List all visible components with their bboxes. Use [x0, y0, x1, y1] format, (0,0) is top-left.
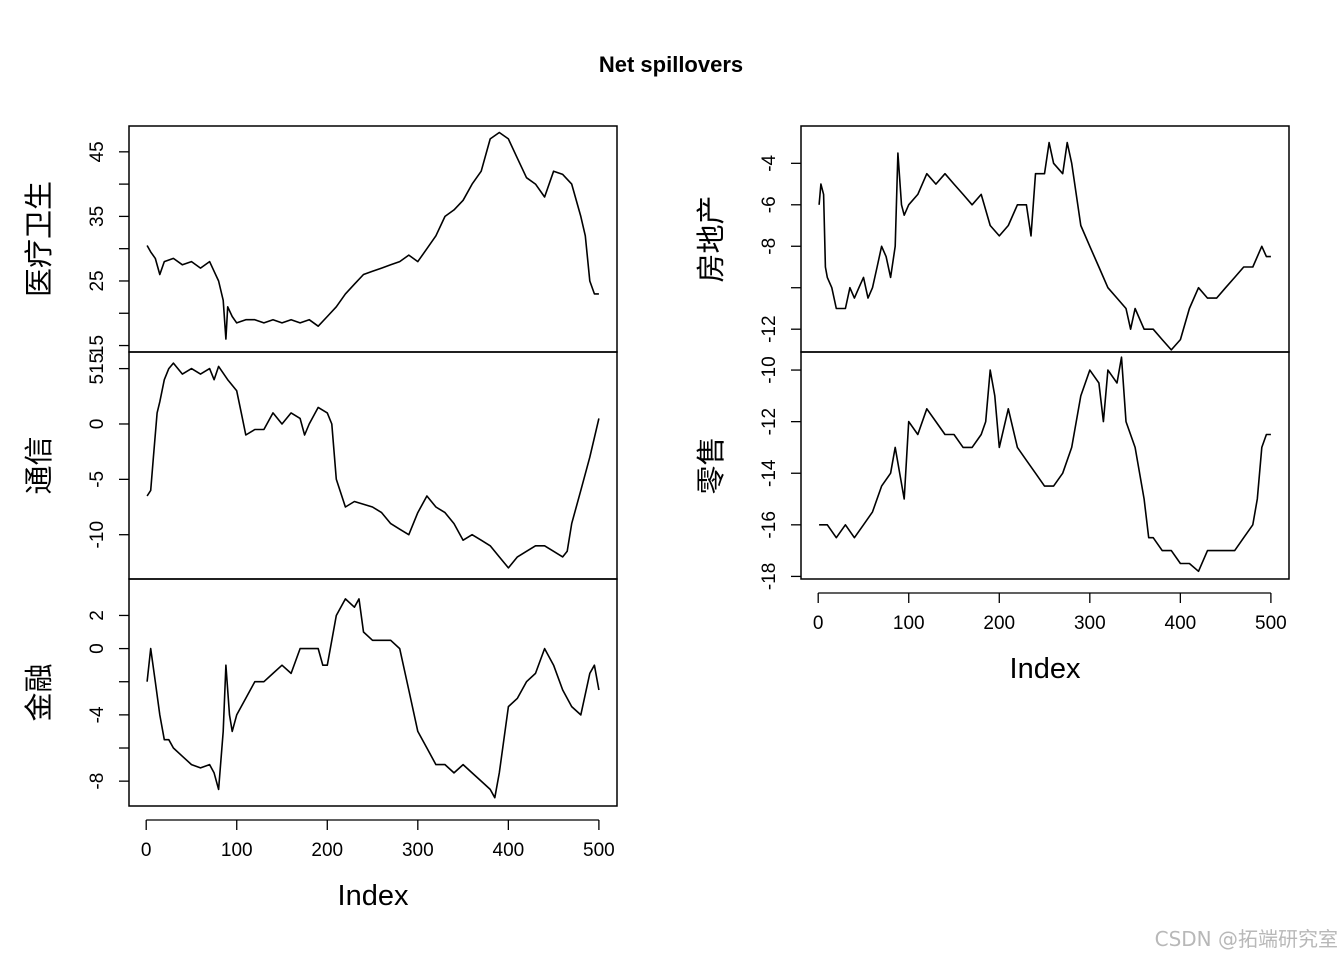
y-tick-label: 2 — [87, 610, 108, 621]
chart-panels: 15 25 35 45 医疗卫生 -10 -5 0 515 通信 -8 -4 0 2 金融 0 100 200 30… — [22, 125, 1290, 861]
panel-5: -18 -16 -14 -12 -10 零售 0 100 200 300 400 500 — [694, 351, 1290, 634]
y-tick-label: -12 — [759, 315, 780, 342]
series-line — [146, 598, 600, 799]
panel-3: -8 -4 0 2 金融 0 100 200 300 400 500 — [22, 578, 618, 861]
watermark-text: CSDN @拓端研究室 — [1154, 927, 1338, 951]
series-line — [819, 356, 1271, 573]
series-line — [146, 131, 599, 340]
panel-frame — [800, 351, 1290, 580]
y-axis-label: 零售 — [694, 436, 728, 494]
x-tick-label: 200 — [311, 840, 343, 861]
y-tick-label: 15 — [87, 335, 108, 356]
chart-title: Net spillovers — [599, 52, 743, 77]
panel-frame — [800, 125, 1290, 353]
y-axis-label: 医疗卫生 — [22, 181, 56, 297]
x-tick-label: 400 — [493, 840, 525, 861]
y-tick-label: 35 — [87, 206, 108, 227]
y-tick-label: -14 — [759, 459, 780, 487]
x-tick-label: 300 — [402, 840, 434, 861]
y-tick-label: 25 — [87, 270, 108, 291]
x-tick-label: 300 — [1074, 613, 1106, 634]
y-tick-label: -5 — [87, 471, 108, 488]
x-tick-label: 400 — [1165, 613, 1197, 634]
y-tick-label: -6 — [759, 196, 780, 213]
y-tick-label: -8 — [759, 238, 780, 255]
y-axis-label: 通信 — [22, 436, 56, 494]
panel-4: -12 -8 -6 -4 房地产 — [694, 125, 1290, 353]
x-tick-label: 0 — [813, 613, 824, 634]
panel-1: 15 25 35 45 医疗卫生 — [22, 125, 618, 356]
series-line — [818, 141, 1271, 351]
y-tick-label: 515 — [87, 353, 108, 385]
x-tick-label: 0 — [141, 840, 152, 861]
x-tick-label: 100 — [221, 840, 253, 861]
series-line — [146, 362, 600, 569]
y-tick-label: -10 — [87, 521, 108, 548]
x-tick-label: 100 — [893, 613, 925, 634]
x-axis-title-right: Index — [1010, 653, 1081, 685]
x-tick-label: 500 — [583, 840, 615, 861]
y-tick-label: 45 — [87, 141, 108, 162]
y-axis-label: 房地产 — [694, 195, 728, 282]
y-tick-label: -18 — [759, 563, 780, 590]
y-tick-label: -10 — [759, 356, 780, 383]
y-tick-label: 0 — [87, 643, 108, 654]
y-tick-label: -4 — [87, 706, 108, 723]
x-tick-label: 500 — [1255, 613, 1287, 634]
panel-frame — [128, 351, 618, 580]
x-tick-label: 200 — [983, 613, 1015, 634]
y-tick-label: -8 — [87, 773, 108, 790]
panel-frame — [128, 125, 618, 353]
y-tick-label: -4 — [759, 154, 780, 171]
panel-2: -10 -5 0 515 通信 — [22, 351, 618, 580]
x-axis-title-left: Index — [338, 880, 409, 912]
y-tick-label: 0 — [87, 419, 108, 430]
y-tick-label: -16 — [759, 511, 780, 538]
y-axis-label: 金融 — [22, 663, 56, 721]
y-tick-label: -12 — [759, 408, 780, 435]
panel-frame — [128, 578, 618, 807]
